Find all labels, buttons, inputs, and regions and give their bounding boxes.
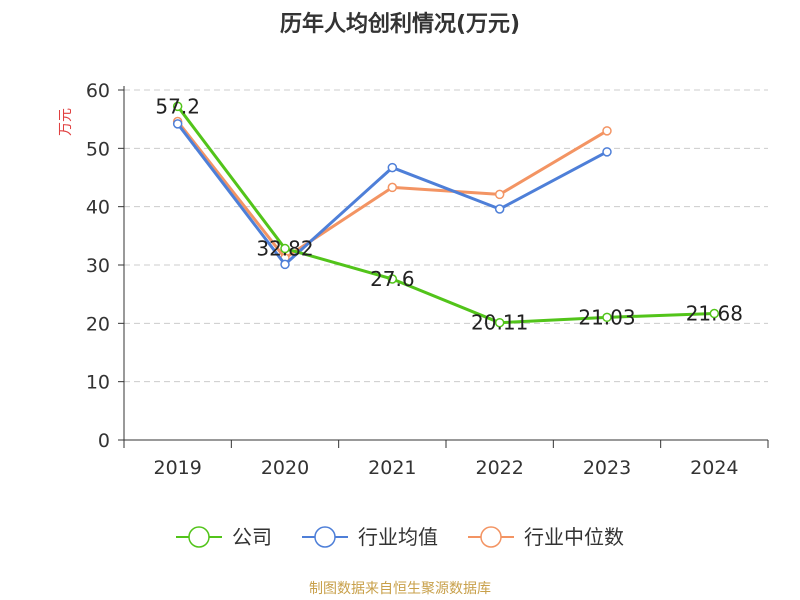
series-lines: [172, 101, 720, 328]
x-tick-label: 2021: [368, 457, 416, 479]
data-label: 20.11: [471, 311, 528, 335]
data-point: [494, 189, 505, 200]
data-point: [280, 259, 290, 270]
data-labels: 57.2 32.82 27.6 20.11 21.03 21.68: [155, 94, 743, 334]
data-label: 32.82: [256, 237, 313, 261]
x-tick-label: 2019: [153, 457, 201, 479]
legend-marker: [314, 526, 336, 548]
y-tick-label: 20: [86, 313, 110, 335]
data-point: [172, 101, 183, 112]
data-point: [387, 162, 398, 173]
legend-label: 行业均值: [358, 525, 438, 549]
y-tick-label: 30: [86, 255, 110, 277]
y-axis-label: 万元: [58, 108, 74, 136]
data-point: [494, 204, 505, 214]
y-tick-label: 60: [86, 80, 110, 102]
series-line: [176, 105, 715, 325]
source-note: 制图数据来自恒生聚源数据库: [309, 581, 491, 597]
x-tick-label: 2024: [690, 457, 738, 479]
data-point: [387, 274, 398, 284]
legend: 公司 行业均值 行业中位数: [176, 525, 624, 549]
y-tick-label: 10: [86, 372, 110, 394]
data-label: 27.6: [370, 267, 415, 291]
data-label: 57.2: [155, 94, 200, 118]
data-point: [709, 308, 720, 319]
y-tick-label: 0: [98, 430, 110, 452]
legend-marker: [188, 526, 210, 548]
grid-lines: [124, 89, 768, 383]
data-label: 21.68: [686, 302, 743, 326]
y-tick-label: 40: [86, 197, 110, 219]
data-point: [602, 312, 612, 323]
data-point: [494, 317, 505, 328]
legend-label: 公司: [232, 525, 272, 549]
chart-title: 历年人均创利情况(万元): [279, 12, 521, 37]
x-tick-label: 2020: [261, 457, 309, 479]
data-point: [602, 126, 612, 136]
x-tick-label: 2022: [475, 457, 523, 479]
data-point: [172, 119, 183, 129]
data-label: 21.03: [578, 305, 635, 329]
y-tick-label: 50: [86, 138, 110, 160]
data-point: [280, 243, 290, 254]
data-point: [602, 147, 612, 157]
legend-marker: [480, 526, 502, 548]
x-tick-label: 2023: [583, 457, 631, 479]
legend-label: 行业中位数: [524, 525, 624, 549]
data-point: [387, 182, 398, 193]
axes: 0 10 20 30 40 50 60 2019 2020 2021 2022 2023 2024 万元: [58, 80, 769, 479]
